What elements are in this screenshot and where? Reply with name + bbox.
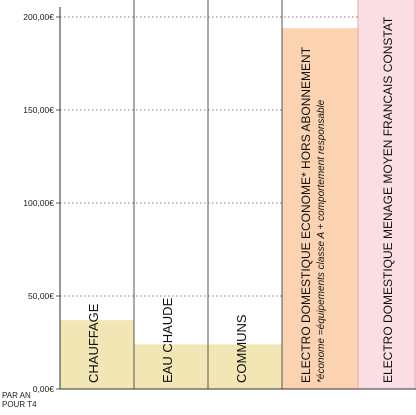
bar bbox=[282, 28, 358, 389]
bar bbox=[60, 320, 134, 389]
category-label: EAU CHAUDE bbox=[160, 297, 175, 383]
category-label: COMMUNS bbox=[234, 314, 249, 383]
bar bbox=[134, 344, 208, 389]
y-tick-label: 100,00€ bbox=[23, 198, 54, 208]
category-footnote: *économe =équipements classe A + comport… bbox=[316, 99, 327, 383]
y-unit-note-line-1: PAR AN bbox=[2, 391, 31, 400]
y-unit-note-line-2: POUR T4 bbox=[2, 400, 37, 409]
bar bbox=[208, 344, 282, 389]
y-tick-label: 50,00€ bbox=[28, 291, 54, 301]
category-label: ELECTRO DOMESTIQUE MENAGE MOYEN FRANCAIS… bbox=[381, 16, 395, 383]
y-tick-label: 0,00€ bbox=[33, 384, 55, 394]
bar bbox=[358, 0, 416, 389]
category-label: ELECTRO DOMESTIQUE ECONOME* HORS ABONNEM… bbox=[299, 46, 313, 383]
y-tick-label: 150,00€ bbox=[23, 105, 54, 115]
category-label: CHAUFFAGE bbox=[86, 303, 101, 383]
y-tick-label: 200,00€ bbox=[23, 12, 54, 22]
